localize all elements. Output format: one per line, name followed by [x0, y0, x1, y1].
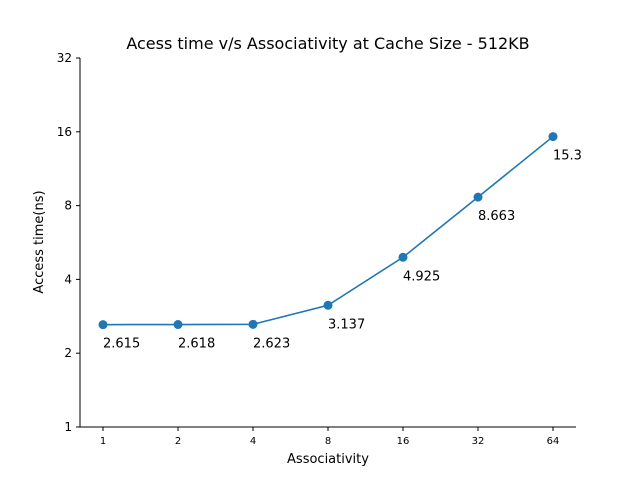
- data-label: 2.623: [253, 336, 290, 351]
- data-label: 4.925: [403, 269, 440, 284]
- data-label: 3.137: [328, 317, 365, 332]
- data-point: [398, 252, 408, 262]
- y-axis-label: Access time(ns): [32, 190, 47, 293]
- x-tick-label: 16: [397, 436, 410, 447]
- y-tick-label: 2: [64, 346, 72, 360]
- data-label: 2.615: [103, 337, 140, 352]
- data-label: 2.618: [178, 337, 215, 352]
- data-point: [98, 320, 108, 330]
- chart-title: Acess time v/s Associativity at Cache Si…: [126, 34, 529, 53]
- data-points: [98, 132, 558, 330]
- y-ticks: 1 2 4 8 16 32: [57, 51, 80, 434]
- x-tick-label: 32: [472, 436, 485, 447]
- data-point: [548, 132, 558, 142]
- x-ticks: 1 2 4 8 16 32 64: [100, 427, 560, 447]
- y-tick-label: 32: [57, 51, 72, 65]
- y-tick-label: 4: [64, 272, 72, 286]
- data-point: [473, 192, 483, 202]
- x-tick-label: 64: [547, 436, 560, 447]
- data-label: 8.663: [478, 209, 515, 224]
- y-tick-label: 8: [64, 199, 72, 213]
- data-point: [173, 320, 183, 330]
- data-point: [323, 300, 333, 310]
- data-labels: 2.615 2.618 2.623 3.137 4.925 8.663 15.3: [103, 149, 582, 352]
- y-tick-label: 1: [64, 420, 72, 434]
- y-tick-label: 16: [57, 125, 72, 139]
- x-tick-label: 1: [100, 436, 106, 447]
- x-tick-label: 2: [175, 436, 181, 447]
- x-tick-label: 8: [325, 436, 331, 447]
- x-axis-label: Associativity: [287, 452, 369, 467]
- data-label: 15.3: [553, 149, 582, 164]
- data-point: [248, 319, 258, 329]
- x-tick-label: 4: [250, 436, 256, 447]
